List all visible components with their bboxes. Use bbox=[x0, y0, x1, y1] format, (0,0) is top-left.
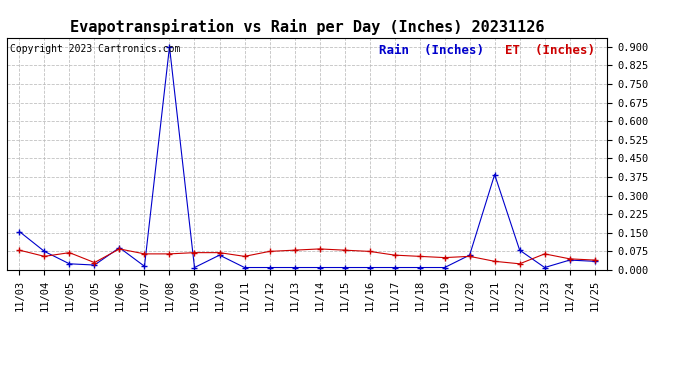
ET  (Inches) bbox=[166, 252, 174, 256]
Rain  (Inches) bbox=[591, 259, 599, 264]
ET  (Inches) bbox=[515, 261, 524, 266]
ET  (Inches) bbox=[591, 258, 599, 262]
Rain  (Inches) bbox=[140, 264, 148, 268]
Rain  (Inches) bbox=[391, 265, 399, 270]
Rain  (Inches) bbox=[15, 229, 23, 234]
ET  (Inches) bbox=[391, 253, 399, 257]
ET  (Inches) bbox=[266, 249, 274, 254]
Rain  (Inches) bbox=[90, 263, 99, 267]
Rain  (Inches) bbox=[66, 261, 74, 266]
Rain  (Inches) bbox=[266, 265, 274, 270]
Text: ET  (Inches): ET (Inches) bbox=[505, 45, 595, 57]
Rain  (Inches) bbox=[440, 265, 449, 270]
ET  (Inches) bbox=[215, 251, 224, 255]
ET  (Inches) bbox=[15, 248, 23, 252]
Rain  (Inches) bbox=[240, 265, 248, 270]
Text: Copyright 2023 Cartronics.com: Copyright 2023 Cartronics.com bbox=[10, 45, 180, 54]
ET  (Inches) bbox=[40, 254, 48, 259]
Rain  (Inches) bbox=[491, 172, 499, 177]
ET  (Inches) bbox=[340, 248, 348, 252]
ET  (Inches) bbox=[140, 252, 148, 256]
Rain  (Inches) bbox=[215, 253, 224, 257]
Rain  (Inches) bbox=[366, 265, 374, 270]
ET  (Inches) bbox=[290, 248, 299, 252]
ET  (Inches) bbox=[315, 247, 324, 251]
ET  (Inches) bbox=[66, 251, 74, 255]
ET  (Inches) bbox=[540, 252, 549, 256]
Rain  (Inches) bbox=[540, 265, 549, 270]
ET  (Inches) bbox=[366, 249, 374, 254]
Line: ET  (Inches): ET (Inches) bbox=[17, 246, 598, 267]
Rain  (Inches) bbox=[466, 253, 474, 257]
Rain  (Inches) bbox=[515, 248, 524, 252]
Rain  (Inches) bbox=[415, 265, 424, 270]
Rain  (Inches) bbox=[166, 45, 174, 49]
ET  (Inches) bbox=[440, 255, 449, 260]
Rain  (Inches) bbox=[115, 245, 124, 250]
Rain  (Inches) bbox=[290, 265, 299, 270]
Text: Rain  (Inches): Rain (Inches) bbox=[379, 45, 484, 57]
Rain  (Inches) bbox=[40, 249, 48, 254]
ET  (Inches) bbox=[466, 254, 474, 259]
ET  (Inches) bbox=[240, 254, 248, 259]
ET  (Inches) bbox=[566, 256, 574, 261]
ET  (Inches) bbox=[190, 251, 199, 255]
Rain  (Inches) bbox=[315, 265, 324, 270]
ET  (Inches) bbox=[90, 260, 99, 265]
Line: Rain  (Inches): Rain (Inches) bbox=[17, 44, 598, 270]
Rain  (Inches) bbox=[340, 265, 348, 270]
ET  (Inches) bbox=[491, 259, 499, 264]
Rain  (Inches) bbox=[566, 258, 574, 262]
Title: Evapotranspiration vs Rain per Day (Inches) 20231126: Evapotranspiration vs Rain per Day (Inch… bbox=[70, 19, 544, 35]
ET  (Inches) bbox=[115, 247, 124, 251]
ET  (Inches) bbox=[415, 254, 424, 259]
Rain  (Inches) bbox=[190, 265, 199, 270]
